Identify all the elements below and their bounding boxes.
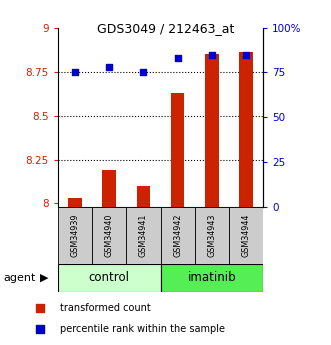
Text: transformed count: transformed count <box>60 303 150 313</box>
Point <box>107 64 112 70</box>
Point <box>209 52 214 57</box>
Text: GSM34940: GSM34940 <box>105 214 114 257</box>
Text: GDS3049 / 212463_at: GDS3049 / 212463_at <box>97 22 234 36</box>
Bar <box>229 207 263 264</box>
Bar <box>126 207 161 264</box>
Text: GSM34942: GSM34942 <box>173 214 182 257</box>
Point <box>175 55 180 61</box>
Text: ▶: ▶ <box>40 273 49 283</box>
Bar <box>161 207 195 264</box>
Text: control: control <box>89 271 130 284</box>
Text: imatinib: imatinib <box>188 271 236 284</box>
Text: percentile rank within the sample: percentile rank within the sample <box>60 324 224 334</box>
Bar <box>205 54 219 207</box>
Bar <box>58 264 161 292</box>
Bar <box>195 207 229 264</box>
Text: GSM34943: GSM34943 <box>207 214 216 257</box>
Point <box>72 70 78 75</box>
Text: GSM34939: GSM34939 <box>71 214 79 257</box>
Bar <box>171 93 184 207</box>
Text: GSM34944: GSM34944 <box>242 214 251 257</box>
Point <box>243 52 249 57</box>
Text: agent: agent <box>3 273 36 283</box>
Bar <box>68 198 82 207</box>
Bar <box>161 264 263 292</box>
Bar <box>58 207 92 264</box>
Point <box>141 70 146 75</box>
Bar <box>239 52 253 207</box>
Bar <box>92 207 126 264</box>
Bar <box>137 186 150 207</box>
Bar <box>102 170 116 207</box>
Text: GSM34941: GSM34941 <box>139 214 148 257</box>
